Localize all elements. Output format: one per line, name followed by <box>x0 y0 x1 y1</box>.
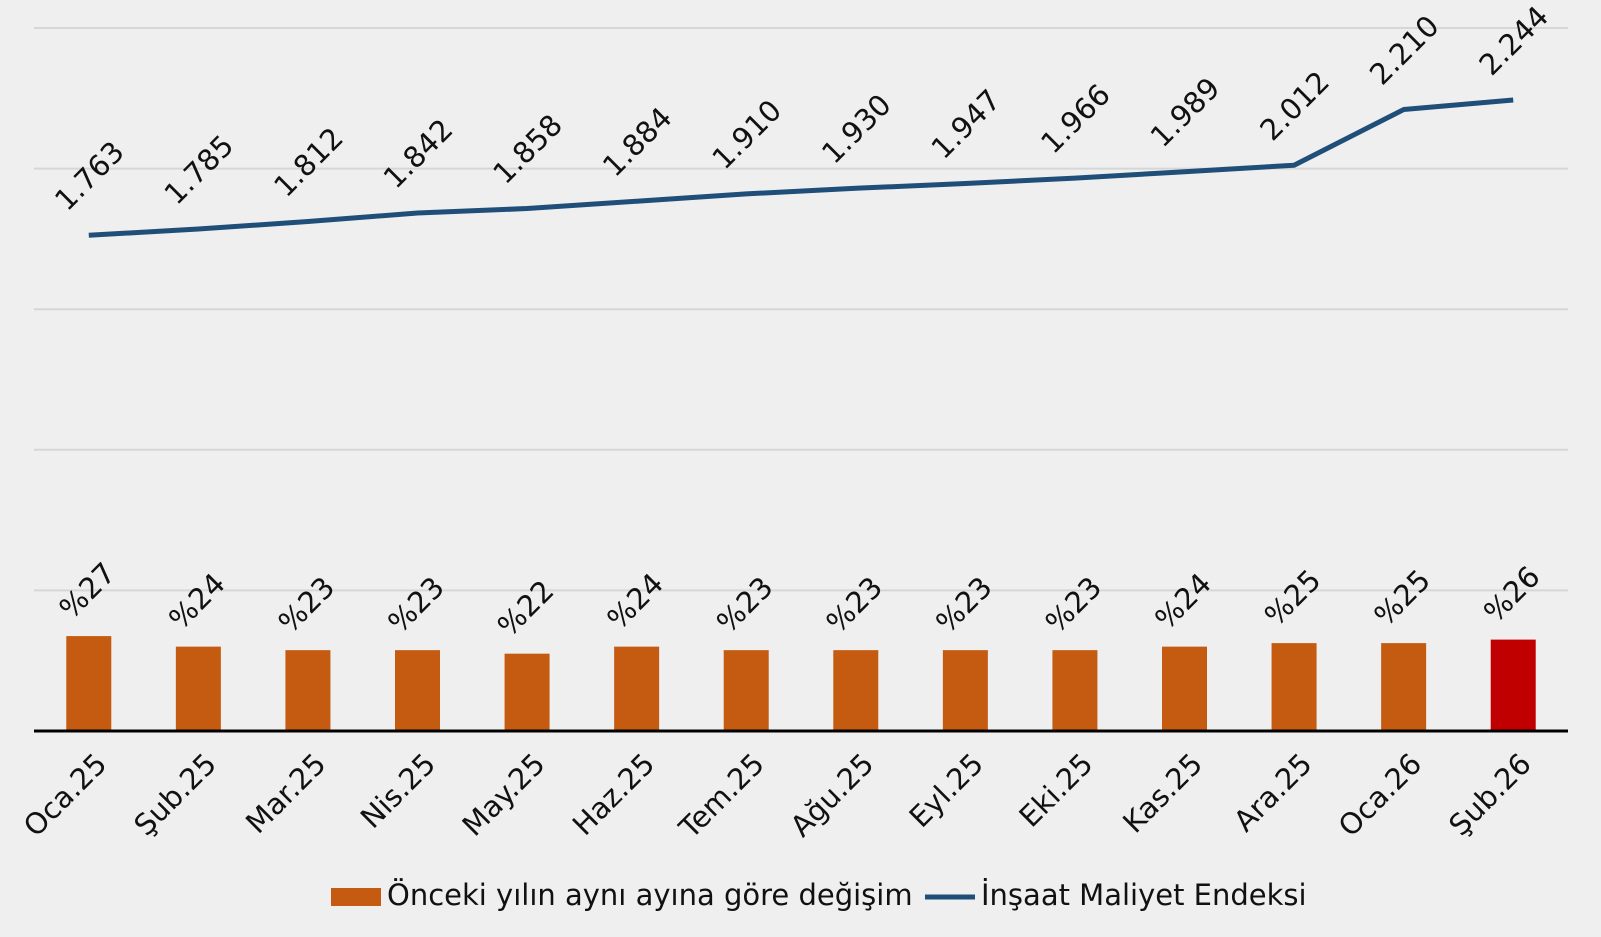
bar <box>175 646 221 731</box>
data-label: 2.210 <box>1363 9 1446 92</box>
bar <box>1271 643 1317 731</box>
line <box>88 97 1514 238</box>
bar <box>395 650 440 731</box>
data-label: %23 <box>381 570 451 640</box>
bar <box>614 646 660 731</box>
data-label: %23 <box>929 570 999 640</box>
data-label: 1.910 <box>705 93 788 176</box>
data-label: 1.842 <box>377 112 460 195</box>
bar <box>1490 639 1536 731</box>
x-tick-label: Şub.26 <box>1442 747 1538 843</box>
bar <box>1381 643 1427 731</box>
x-tick-label: Şub.25 <box>127 747 223 843</box>
data-label: 2.244 <box>1472 0 1555 82</box>
bar <box>723 650 769 731</box>
data-label: 1.989 <box>1144 71 1227 154</box>
bar <box>833 650 879 731</box>
x-tick-label: Eyl.25 <box>903 747 990 834</box>
bar <box>285 650 331 731</box>
legend-label: Önceki yılın aynı ayına göre değişim <box>387 878 913 912</box>
data-label: %24 <box>600 566 670 636</box>
x-tick-label: Oca.26 <box>1332 747 1429 844</box>
x-tick-label: Ara.25 <box>1227 747 1319 839</box>
data-label: 1.812 <box>267 121 350 204</box>
data-label: 1.947 <box>925 83 1008 166</box>
data-label: 1.763 <box>48 134 131 217</box>
x-tick-label: Tem.25 <box>672 747 771 846</box>
x-tick-label: Kas.25 <box>1116 747 1209 840</box>
data-label: %26 <box>1477 559 1547 629</box>
x-tick-label: Oca.25 <box>17 747 114 844</box>
x-tick-label: Ağu.25 <box>784 747 881 844</box>
data-label: %24 <box>162 566 232 636</box>
data-label: 1.785 <box>158 128 241 211</box>
data-label: %23 <box>1039 570 1109 640</box>
bar <box>1162 646 1207 731</box>
data-label: %25 <box>1258 563 1328 633</box>
data-label: %24 <box>1148 566 1218 636</box>
data-label: %22 <box>491 573 561 643</box>
data-label: 1.884 <box>596 100 679 183</box>
x-tick-label: May.25 <box>456 747 552 843</box>
x-tick-label: Nis.25 <box>354 747 442 835</box>
bar <box>1052 650 1098 731</box>
legend-label: İnşaat Maliyet Endeksi <box>981 878 1307 912</box>
data-label: 2.012 <box>1253 64 1336 147</box>
data-label: 1.930 <box>815 87 898 170</box>
data-label: %23 <box>272 570 342 640</box>
data-label: %25 <box>1367 563 1437 633</box>
bar <box>504 653 550 731</box>
x-tick-label: Haz.25 <box>566 747 661 842</box>
bar <box>66 636 112 731</box>
x-tick-label: Eki.25 <box>1012 747 1099 834</box>
x-tick-label: Mar.25 <box>239 747 332 840</box>
data-label: %23 <box>710 570 780 640</box>
data-label: 1.966 <box>1034 77 1117 160</box>
data-label: %23 <box>820 570 890 640</box>
data-label: 1.858 <box>486 108 569 191</box>
legend-swatch <box>331 888 381 906</box>
bar <box>942 650 988 731</box>
